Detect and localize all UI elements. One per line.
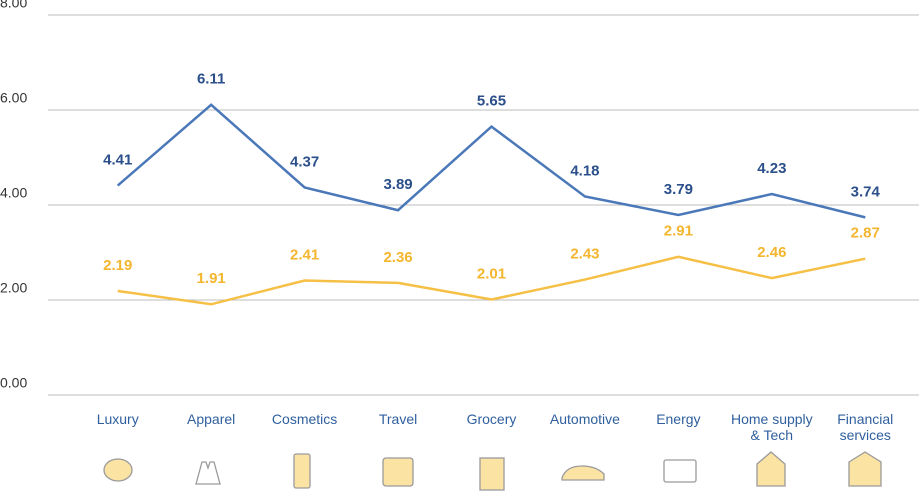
- category-icons: [103, 451, 882, 491]
- icon: [663, 459, 697, 483]
- data-label: 2.01: [477, 265, 506, 282]
- data-label: 2.46: [757, 244, 786, 261]
- icon: [848, 451, 882, 487]
- y-tick-label: 8.00: [0, 0, 27, 11]
- data-label: 4.23: [757, 160, 786, 177]
- icon: [561, 465, 605, 481]
- y-tick-label: 0.00: [0, 375, 27, 391]
- icon: [382, 457, 414, 487]
- data-label: 2.87: [851, 225, 880, 242]
- data-label: 3.74: [851, 183, 881, 200]
- series-line: [117, 255, 866, 306]
- x-tick-label: Cosmetics: [271, 411, 338, 427]
- data-label: 2.91: [664, 223, 693, 240]
- data-label: 2.43: [570, 246, 599, 263]
- icon: [195, 461, 221, 485]
- x-tick-label: Automotive: [549, 411, 620, 427]
- x-tick-label: Energy: [656, 411, 701, 427]
- y-tick-label: 6.00: [0, 90, 27, 106]
- y-tick-label: 2.00: [0, 280, 27, 296]
- icon: [756, 451, 786, 487]
- series-line: [116, 103, 866, 219]
- data-label: 1.91: [197, 270, 226, 287]
- data-label: 6.11: [197, 71, 225, 88]
- x-tick-label: Home supply & Tech: [730, 411, 813, 443]
- data-label: 4.41: [103, 151, 132, 168]
- data-label: 3.79: [664, 181, 693, 198]
- data-label: 2.36: [383, 249, 412, 266]
- x-tick-label: Financial services: [837, 411, 894, 443]
- x-tick-label: Grocery: [466, 411, 517, 427]
- icon: [479, 457, 505, 491]
- icon: [103, 458, 133, 482]
- x-tick-label: Travel: [378, 411, 418, 427]
- data-label: 5.65: [477, 93, 506, 110]
- x-tick-label: Luxury: [96, 411, 139, 427]
- data-label: 2.41: [290, 246, 319, 263]
- y-tick-label: 4.00: [0, 185, 27, 201]
- data-label: 4.18: [570, 162, 599, 179]
- x-tick-label: Apparel: [187, 411, 236, 427]
- data-label: 4.37: [290, 153, 319, 170]
- data-label: 3.89: [383, 176, 412, 193]
- icon: [293, 453, 311, 489]
- data-label: 2.19: [103, 257, 132, 274]
